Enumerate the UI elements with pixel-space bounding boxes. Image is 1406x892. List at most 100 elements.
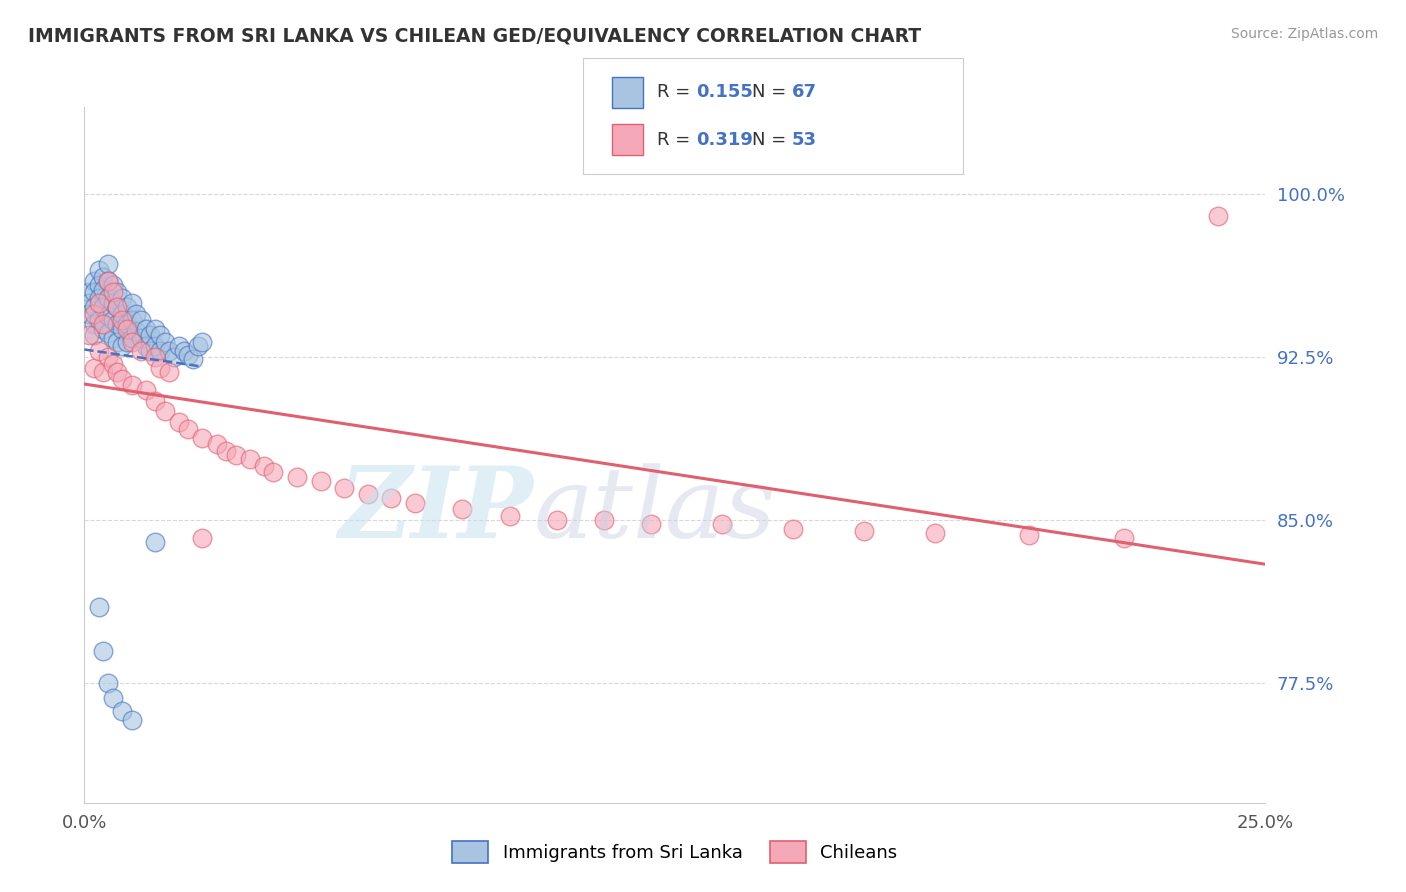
Text: R =: R =	[657, 84, 696, 102]
Text: 53: 53	[792, 130, 817, 148]
Point	[309, 474, 332, 488]
Point	[91, 300, 114, 314]
Point	[107, 365, 129, 379]
Point	[107, 300, 129, 314]
Point	[404, 496, 426, 510]
Point	[101, 295, 124, 310]
Point	[593, 513, 616, 527]
Point	[111, 322, 134, 336]
Point	[115, 318, 138, 332]
Point	[380, 491, 402, 506]
Point	[107, 285, 129, 299]
Point	[97, 274, 120, 288]
Point	[177, 422, 200, 436]
Point	[77, 295, 100, 310]
Point	[107, 300, 129, 314]
Point	[285, 469, 308, 483]
Point	[91, 318, 114, 332]
Point	[173, 343, 195, 358]
Point	[135, 322, 157, 336]
Point	[640, 517, 662, 532]
Point	[111, 291, 134, 305]
Point	[121, 378, 143, 392]
Point	[782, 522, 804, 536]
Point	[97, 274, 120, 288]
Point	[191, 531, 214, 545]
Point	[163, 350, 186, 364]
Point	[143, 350, 166, 364]
Point	[187, 339, 209, 353]
Point	[111, 339, 134, 353]
Point	[97, 257, 120, 271]
Point	[167, 339, 190, 353]
Point	[87, 263, 110, 277]
Point	[852, 524, 875, 538]
Text: R =: R =	[657, 130, 696, 148]
Point	[1018, 528, 1040, 542]
Point	[87, 600, 110, 615]
Point	[135, 339, 157, 353]
Point	[107, 318, 129, 332]
Text: ZIP: ZIP	[339, 462, 533, 558]
Point	[83, 328, 105, 343]
Point	[181, 352, 204, 367]
Point	[167, 415, 190, 429]
Point	[143, 322, 166, 336]
Point	[129, 313, 152, 327]
Point	[177, 348, 200, 362]
Legend: Immigrants from Sri Lanka, Chileans: Immigrants from Sri Lanka, Chileans	[446, 834, 904, 871]
Point	[1206, 209, 1229, 223]
Point	[101, 691, 124, 706]
Point	[157, 343, 180, 358]
Point	[149, 328, 172, 343]
Text: Source: ZipAtlas.com: Source: ZipAtlas.com	[1230, 27, 1378, 41]
Point	[191, 334, 214, 349]
Text: N =: N =	[752, 84, 792, 102]
Point	[143, 339, 166, 353]
Point	[77, 307, 100, 321]
Point	[77, 328, 100, 343]
Point	[191, 431, 214, 445]
Point	[111, 705, 134, 719]
Point	[129, 343, 152, 358]
Point	[498, 508, 520, 523]
Point	[139, 343, 162, 358]
Text: N =: N =	[752, 130, 792, 148]
Point	[262, 466, 284, 480]
Point	[91, 283, 114, 297]
Point	[111, 313, 134, 327]
Point	[97, 350, 120, 364]
Point	[97, 326, 120, 340]
Point	[115, 322, 138, 336]
Point	[83, 274, 105, 288]
Point	[153, 404, 176, 418]
Point	[121, 313, 143, 327]
Point	[711, 517, 734, 532]
Point	[101, 357, 124, 371]
Point	[143, 535, 166, 549]
Point	[357, 487, 380, 501]
Point	[107, 334, 129, 349]
Point	[83, 300, 105, 314]
Point	[125, 324, 148, 338]
Point	[143, 393, 166, 408]
Point	[101, 313, 124, 327]
Point	[451, 502, 474, 516]
Point	[87, 291, 110, 305]
Point	[97, 676, 120, 690]
Point	[125, 307, 148, 321]
Point	[239, 452, 262, 467]
Y-axis label: GED/Equivalency: GED/Equivalency	[0, 378, 8, 532]
Text: atlas: atlas	[533, 463, 776, 558]
Text: 67: 67	[792, 84, 817, 102]
Point	[111, 307, 134, 321]
Point	[115, 334, 138, 349]
Point	[149, 343, 172, 358]
Point	[97, 309, 120, 323]
Point	[87, 278, 110, 293]
Point	[115, 300, 138, 314]
Point	[205, 437, 228, 451]
Text: 0.155: 0.155	[696, 84, 752, 102]
Point	[101, 278, 124, 293]
Point	[91, 269, 114, 284]
